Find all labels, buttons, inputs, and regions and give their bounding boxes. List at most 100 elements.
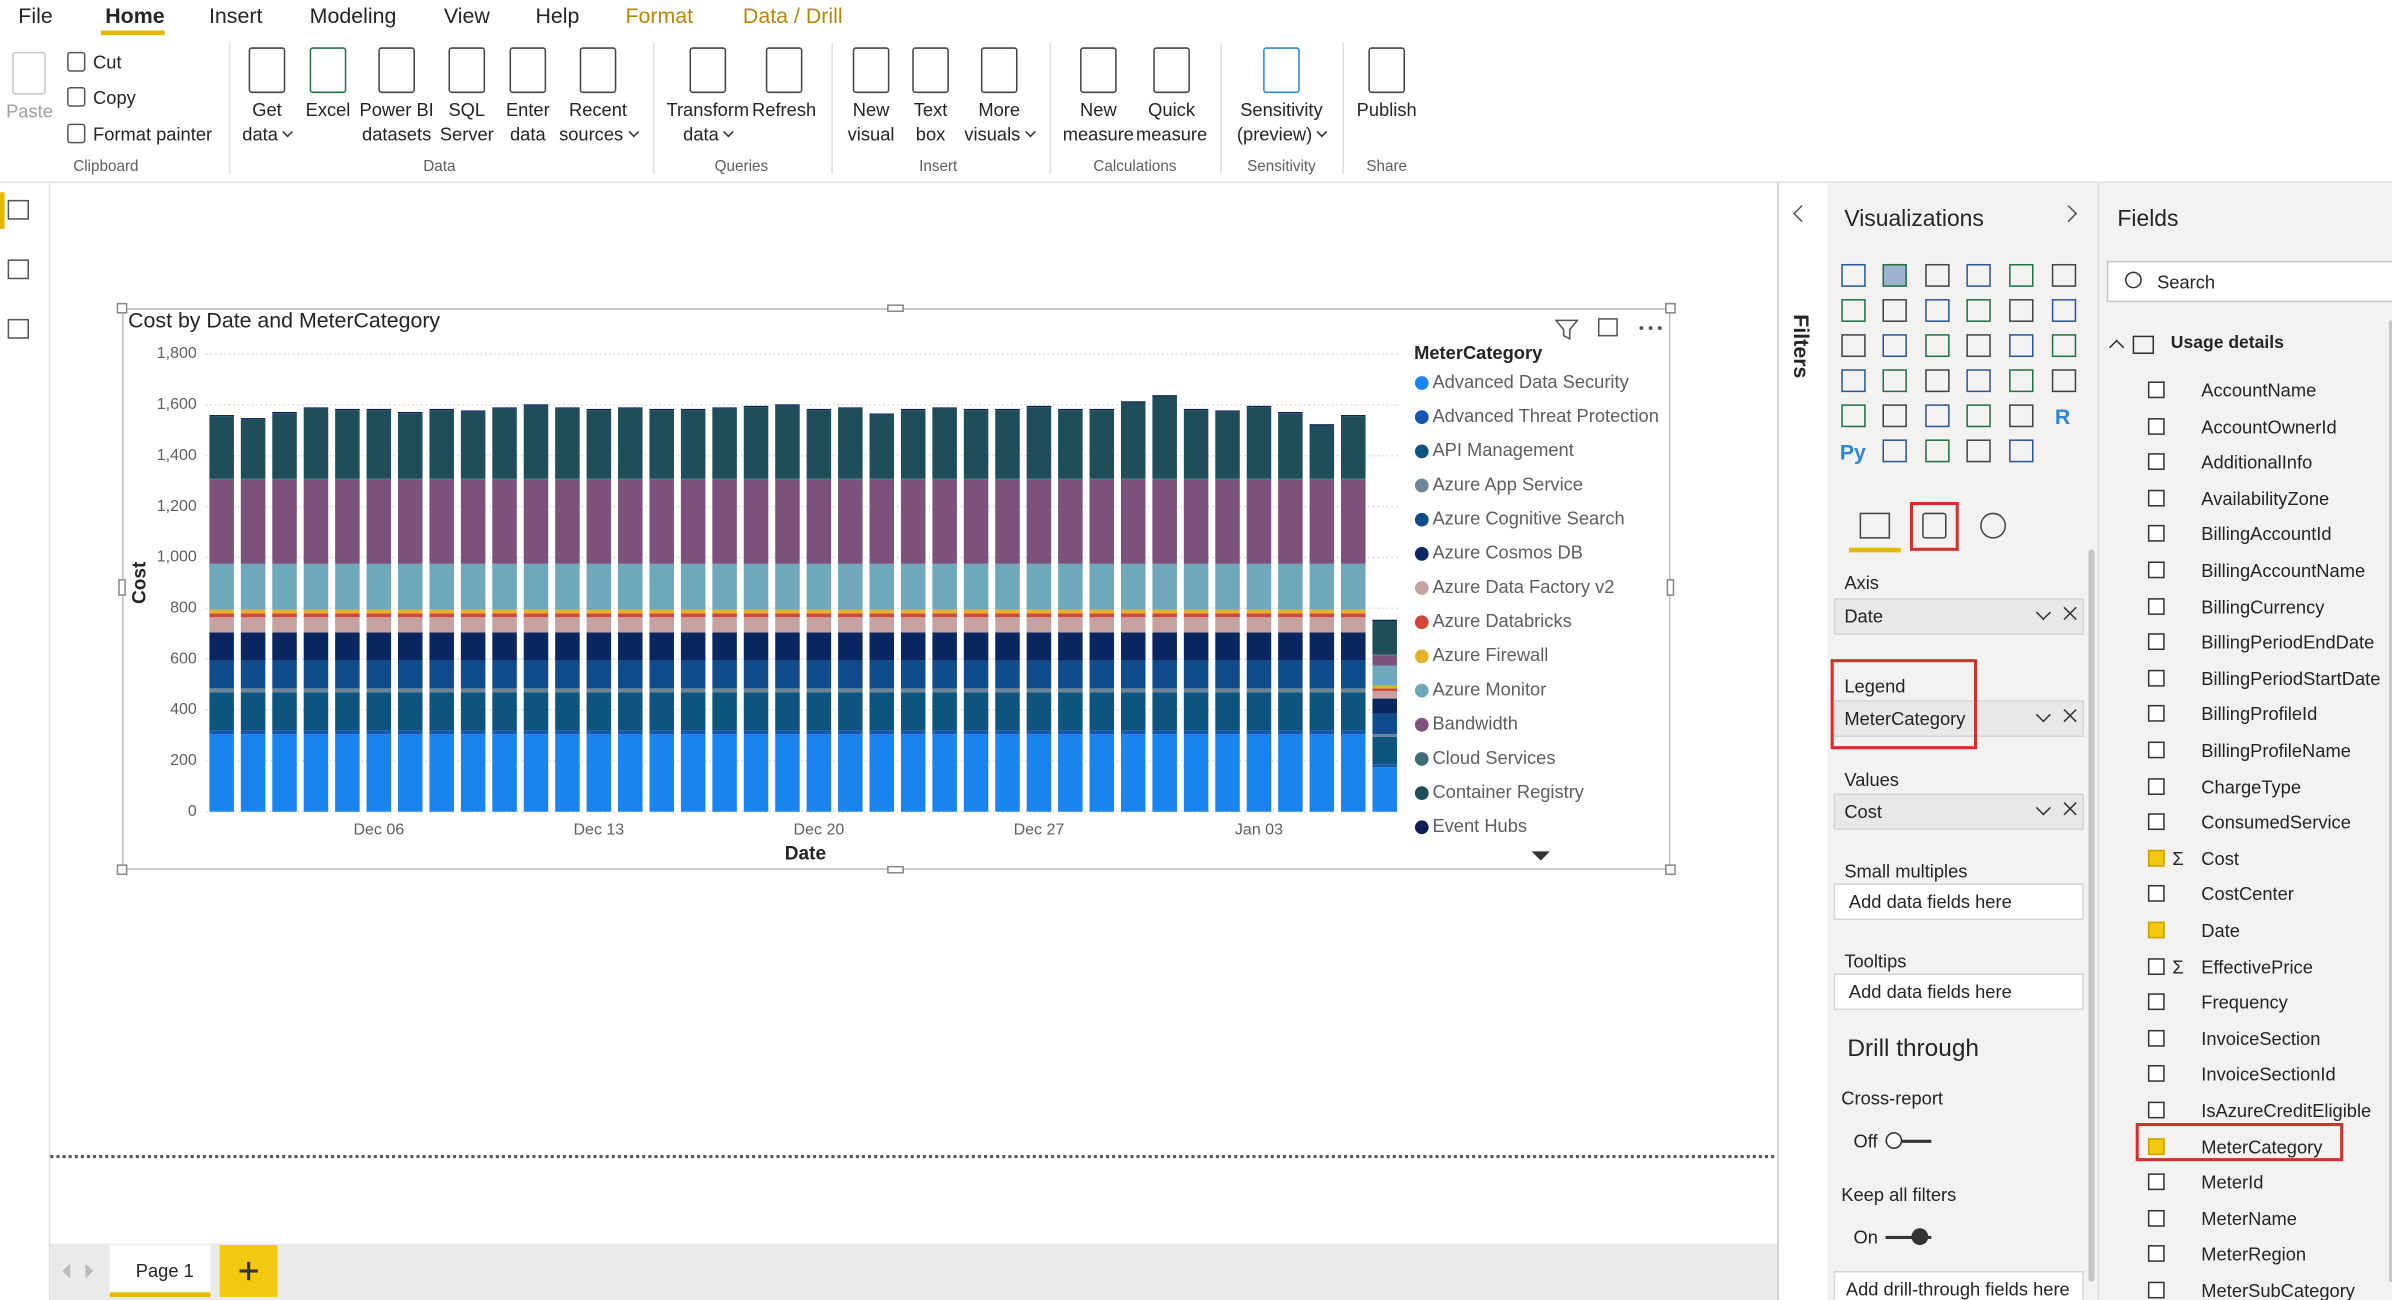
field-name[interactable]: BillingProfileId bbox=[2201, 703, 2318, 726]
ribbon-button-label[interactable]: Enter bbox=[505, 99, 550, 121]
scrollbar[interactable] bbox=[2388, 320, 2392, 1282]
visual-type-icon[interactable] bbox=[1882, 439, 1907, 463]
checkbox[interactable] bbox=[2147, 849, 2165, 867]
checkbox[interactable] bbox=[2147, 885, 2165, 903]
toggle[interactable] bbox=[1885, 1235, 1932, 1239]
field-pill[interactable]: MeterCategory bbox=[1844, 707, 1966, 730]
field-name[interactable]: AvailabilityZone bbox=[2201, 487, 2330, 510]
visual-type-icon[interactable] bbox=[1966, 334, 1991, 358]
checkbox[interactable] bbox=[2147, 633, 2165, 651]
visual-type-icon[interactable] bbox=[2009, 439, 2034, 463]
menu-tab[interactable]: File bbox=[18, 3, 53, 28]
field-name[interactable]: MeterName bbox=[2201, 1208, 2297, 1230]
visual-type-icon[interactable] bbox=[1966, 263, 1991, 287]
filter-icon[interactable] bbox=[1554, 319, 1580, 340]
visual-type-icon[interactable]: R bbox=[2054, 404, 2071, 429]
ribbon-button-label[interactable]: (preview) bbox=[1220, 124, 1342, 145]
field-name[interactable]: IsAzureCreditEligible bbox=[2201, 1100, 2372, 1122]
visual-type-icon[interactable] bbox=[1882, 369, 1907, 393]
field-name[interactable]: AdditionalInfo bbox=[2201, 451, 2313, 474]
visual-type-icon[interactable] bbox=[1925, 263, 1950, 287]
checkbox[interactable] bbox=[2147, 741, 2165, 759]
checkbox[interactable] bbox=[2147, 921, 2165, 939]
checkbox[interactable] bbox=[2147, 957, 2165, 975]
visual-type-icon[interactable] bbox=[1925, 334, 1950, 358]
ribbon-button-label[interactable]: data bbox=[647, 124, 769, 145]
visual-type-icon[interactable]: Py bbox=[1839, 439, 1866, 464]
visual-type-icon[interactable] bbox=[1841, 404, 1866, 428]
checkbox[interactable] bbox=[2147, 705, 2165, 723]
checkbox[interactable] bbox=[2147, 561, 2165, 579]
field-name[interactable]: BillingPeriodEndDate bbox=[2201, 631, 2375, 654]
page-nav[interactable] bbox=[85, 1263, 100, 1279]
ribbon-button-label[interactable]: Text bbox=[913, 99, 948, 121]
field-name[interactable]: InvoiceSectionId bbox=[2201, 1064, 2336, 1086]
ribbon-button-label[interactable]: Excel bbox=[305, 99, 351, 121]
checkbox[interactable] bbox=[2147, 1209, 2165, 1227]
visual-type-icon[interactable] bbox=[2051, 299, 2077, 322]
table-name[interactable]: Usage details bbox=[2170, 334, 2284, 353]
field-well[interactable] bbox=[1833, 793, 2084, 831]
ribbon-button-label[interactable]: visual bbox=[847, 123, 895, 145]
field-name[interactable]: ConsumedService bbox=[2201, 812, 2351, 834]
menu-tab[interactable]: Help bbox=[535, 3, 580, 28]
well-placeholder[interactable]: Add data fields here bbox=[1848, 891, 2012, 913]
field-name[interactable]: BillingAccountId bbox=[2201, 523, 2332, 546]
visual-type-icon[interactable] bbox=[1966, 439, 1991, 463]
page-tab-label[interactable]: Page 1 bbox=[135, 1260, 194, 1282]
checkbox[interactable] bbox=[2147, 777, 2165, 795]
menu-tab[interactable]: View bbox=[443, 3, 490, 28]
visual-type-icon[interactable] bbox=[2051, 263, 2077, 287]
field-name[interactable]: BillingAccountName bbox=[2201, 559, 2366, 582]
checkbox[interactable] bbox=[2147, 1029, 2165, 1047]
checkbox[interactable] bbox=[2147, 1137, 2165, 1155]
visual-type-icon[interactable] bbox=[2009, 299, 2034, 322]
remove-field[interactable] bbox=[2062, 706, 2077, 724]
visual-type-icon[interactable] bbox=[1925, 439, 1950, 463]
remove-field[interactable] bbox=[2062, 800, 2077, 818]
search-box[interactable] bbox=[2106, 260, 2392, 303]
toggle-state[interactable]: Off bbox=[1853, 1130, 1878, 1152]
field-name[interactable]: InvoiceSection bbox=[2201, 1028, 2321, 1050]
toggle-state[interactable]: On bbox=[1853, 1226, 1878, 1249]
ribbon-button-label[interactable]: datasets bbox=[362, 123, 432, 145]
field-name[interactable]: MeterRegion bbox=[2201, 1244, 2307, 1266]
field-name[interactable]: AccountName bbox=[2201, 379, 2317, 402]
field-name[interactable]: AccountOwnerId bbox=[2201, 415, 2337, 438]
checkbox[interactable] bbox=[2147, 1245, 2165, 1263]
field-name[interactable]: BillingCurrency bbox=[2201, 595, 2325, 618]
visual-type-icon[interactable] bbox=[1966, 369, 1991, 393]
filters-pane[interactable] bbox=[1777, 183, 1831, 1300]
ribbon-button-label[interactable]: New bbox=[1080, 99, 1117, 121]
checkbox[interactable] bbox=[2147, 525, 2165, 543]
remove-icon[interactable] bbox=[2062, 706, 2077, 724]
nav-icon[interactable] bbox=[7, 318, 29, 339]
ribbon-button-label[interactable]: measure bbox=[1135, 123, 1208, 145]
field-name[interactable]: CostCenter bbox=[2201, 884, 2294, 906]
field-name[interactable]: Frequency bbox=[2201, 992, 2288, 1014]
visual-type-icon[interactable] bbox=[2009, 334, 2034, 358]
ribbon-button-label[interactable]: visuals bbox=[938, 124, 1060, 145]
visual-type-icon[interactable] bbox=[1966, 404, 1991, 428]
menu-tab[interactable]: Data / Drill bbox=[742, 3, 843, 28]
focus-icon[interactable] bbox=[1597, 318, 1618, 337]
visual-type-icon[interactable] bbox=[2009, 404, 2034, 428]
analytics-tab-icon[interactable] bbox=[1980, 512, 2007, 539]
checkbox[interactable] bbox=[2147, 1101, 2165, 1119]
visual-type-icon[interactable] bbox=[1966, 299, 1991, 322]
checkbox[interactable] bbox=[2147, 453, 2165, 471]
nav-icon[interactable] bbox=[7, 199, 29, 220]
ribbon-button-label[interactable]: data bbox=[206, 124, 328, 145]
visual-type-icon[interactable] bbox=[1841, 334, 1866, 358]
menu-tab[interactable]: Insert bbox=[208, 3, 263, 28]
fields-tab-icon[interactable] bbox=[1859, 512, 1891, 539]
format-tab-icon[interactable] bbox=[1922, 512, 1947, 539]
ribbon-button-label[interactable]: Recent bbox=[568, 99, 628, 121]
field-name[interactable]: ChargeType bbox=[2201, 776, 2302, 798]
remove-field[interactable] bbox=[2062, 604, 2077, 622]
remove-icon[interactable] bbox=[2062, 800, 2077, 818]
visual-type-icon[interactable] bbox=[1841, 263, 1866, 287]
toggle[interactable] bbox=[1885, 1139, 1932, 1143]
visual-type-icon[interactable] bbox=[1841, 299, 1866, 322]
field-well[interactable] bbox=[1833, 883, 2084, 921]
